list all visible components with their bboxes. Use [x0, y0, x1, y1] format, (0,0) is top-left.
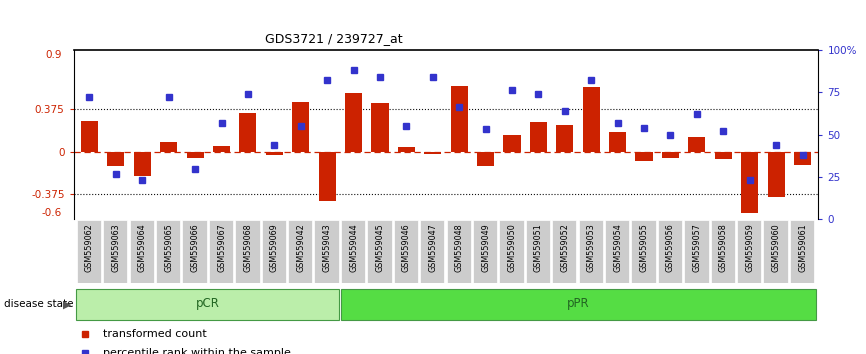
Bar: [372, 103, 389, 152]
Text: GSM559069: GSM559069: [270, 223, 279, 272]
Bar: [662, 152, 679, 158]
FancyBboxPatch shape: [790, 220, 814, 282]
Text: GSM559047: GSM559047: [429, 223, 437, 272]
Text: GSM559068: GSM559068: [243, 223, 252, 272]
FancyBboxPatch shape: [288, 220, 313, 282]
Text: GSM559048: GSM559048: [455, 223, 463, 272]
Text: GSM559059: GSM559059: [746, 223, 754, 272]
Bar: [345, 93, 362, 152]
Bar: [741, 152, 759, 213]
FancyBboxPatch shape: [76, 289, 339, 320]
Text: GSM559065: GSM559065: [165, 223, 173, 272]
Text: GSM559046: GSM559046: [402, 223, 410, 272]
Bar: [503, 135, 520, 152]
FancyBboxPatch shape: [156, 220, 180, 282]
FancyBboxPatch shape: [103, 220, 127, 282]
Text: GSM559055: GSM559055: [640, 223, 649, 272]
FancyBboxPatch shape: [209, 220, 233, 282]
Text: disease state: disease state: [4, 299, 74, 309]
Bar: [583, 87, 600, 152]
Text: GSM559056: GSM559056: [666, 223, 675, 272]
Text: pPR: pPR: [566, 297, 590, 310]
Text: GSM559050: GSM559050: [507, 223, 516, 272]
FancyBboxPatch shape: [236, 220, 260, 282]
Text: GSM559067: GSM559067: [217, 223, 226, 272]
Text: GSM559042: GSM559042: [296, 223, 305, 272]
Text: GSM559044: GSM559044: [349, 223, 358, 272]
FancyBboxPatch shape: [500, 220, 524, 282]
Text: transformed count: transformed count: [103, 329, 207, 339]
Bar: [81, 121, 98, 152]
Text: GSM559054: GSM559054: [613, 223, 622, 272]
Bar: [450, 86, 468, 152]
Bar: [636, 152, 653, 161]
Bar: [186, 152, 204, 158]
Text: ▶: ▶: [63, 299, 72, 309]
FancyBboxPatch shape: [631, 220, 656, 282]
Title: GDS3721 / 239727_at: GDS3721 / 239727_at: [266, 32, 403, 45]
Bar: [397, 147, 415, 152]
FancyBboxPatch shape: [314, 220, 339, 282]
Bar: [213, 146, 230, 152]
FancyBboxPatch shape: [183, 220, 207, 282]
Text: GSM559053: GSM559053: [587, 223, 596, 272]
Bar: [477, 152, 494, 166]
Text: GSM559064: GSM559064: [138, 223, 146, 272]
Text: GSM559062: GSM559062: [85, 223, 94, 272]
Text: GSM559058: GSM559058: [719, 223, 727, 272]
Bar: [266, 152, 283, 155]
Text: GSM559063: GSM559063: [112, 223, 120, 272]
Bar: [319, 152, 336, 201]
FancyBboxPatch shape: [605, 220, 630, 282]
Text: -0.6: -0.6: [42, 209, 61, 218]
FancyBboxPatch shape: [394, 220, 418, 282]
FancyBboxPatch shape: [341, 220, 365, 282]
Text: GSM559061: GSM559061: [798, 223, 807, 272]
Bar: [714, 152, 732, 159]
Text: GSM559043: GSM559043: [323, 223, 332, 272]
Text: GSM559052: GSM559052: [560, 223, 569, 272]
Text: GSM559049: GSM559049: [481, 223, 490, 272]
Bar: [767, 152, 785, 197]
Bar: [530, 122, 547, 152]
FancyBboxPatch shape: [737, 220, 761, 282]
FancyBboxPatch shape: [473, 220, 497, 282]
FancyBboxPatch shape: [658, 220, 682, 282]
FancyBboxPatch shape: [526, 220, 550, 282]
FancyBboxPatch shape: [684, 220, 708, 282]
Text: pCR: pCR: [197, 297, 220, 310]
FancyBboxPatch shape: [764, 220, 788, 282]
Text: GSM559060: GSM559060: [772, 223, 780, 272]
Text: 0.9: 0.9: [45, 50, 61, 59]
FancyBboxPatch shape: [341, 289, 816, 320]
Bar: [556, 125, 573, 152]
FancyBboxPatch shape: [367, 220, 391, 282]
FancyBboxPatch shape: [447, 220, 471, 282]
Text: GSM559057: GSM559057: [693, 223, 701, 272]
Bar: [292, 102, 309, 152]
Bar: [424, 152, 442, 154]
Bar: [794, 152, 811, 165]
Bar: [133, 152, 151, 176]
FancyBboxPatch shape: [420, 220, 444, 282]
Text: percentile rank within the sample: percentile rank within the sample: [103, 348, 291, 354]
Text: GSM559051: GSM559051: [534, 223, 543, 272]
Bar: [160, 142, 178, 152]
Text: GSM559066: GSM559066: [191, 223, 199, 272]
Bar: [688, 137, 706, 152]
FancyBboxPatch shape: [77, 220, 101, 282]
Text: GSM559045: GSM559045: [376, 223, 385, 272]
FancyBboxPatch shape: [553, 220, 577, 282]
Bar: [239, 113, 256, 152]
Bar: [107, 152, 125, 166]
Bar: [609, 132, 626, 152]
FancyBboxPatch shape: [262, 220, 286, 282]
FancyBboxPatch shape: [711, 220, 735, 282]
FancyBboxPatch shape: [130, 220, 154, 282]
FancyBboxPatch shape: [578, 220, 603, 282]
